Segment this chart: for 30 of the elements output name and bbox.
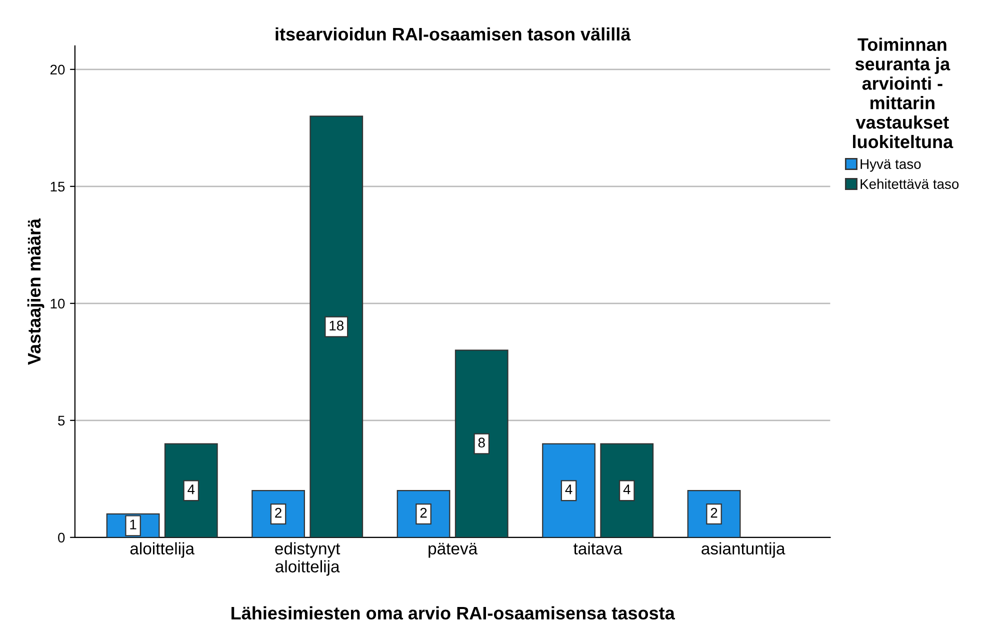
x-tick-label: aloittelija: [130, 542, 195, 558]
data-label: 2: [710, 508, 718, 518]
data-label: 18: [330, 320, 344, 331]
bar: [600, 443, 654, 538]
x-tick-label: taitava: [574, 542, 622, 554]
data-label: 2: [275, 508, 282, 518]
data-label: 1: [130, 520, 136, 530]
x-axis-title: Lähiesimiesten oma arvio RAI-osaamisensa tasosta: [232, 606, 675, 620]
x-tick-label: asiantuntija: [702, 542, 786, 558]
legend-title: Toiminnan seuranta ja arviointi - mittarin vastaukset luokiteltuna: [853, 38, 954, 148]
y-tick-label: 15: [50, 182, 65, 192]
bar: [454, 350, 508, 538]
legend-label: Kehitettävä taso: [860, 178, 959, 189]
data-label: 4: [188, 484, 195, 494]
x-tick-label: edistynyt aloittelija: [275, 542, 340, 576]
x-tick-label: pätevä: [428, 542, 478, 558]
data-label: 8: [478, 438, 485, 448]
bar: [542, 443, 596, 538]
y-axis-title: Vastaajien määrä: [27, 218, 44, 365]
chart-title: itsearvioidun RAI-osaamisen tason välillä: [276, 27, 631, 41]
y-tick-label: 10: [50, 298, 65, 309]
data-label: 2: [420, 508, 427, 518]
bar: [164, 443, 218, 538]
legend-label: Hyvä taso: [860, 159, 921, 172]
y-tick-label: 20: [50, 64, 65, 75]
data-label: 4: [623, 484, 630, 494]
data-label: 4: [565, 484, 572, 494]
bar: [310, 116, 364, 538]
y-tick-label: 5: [58, 416, 65, 426]
y-tick-label: 0: [58, 532, 65, 543]
